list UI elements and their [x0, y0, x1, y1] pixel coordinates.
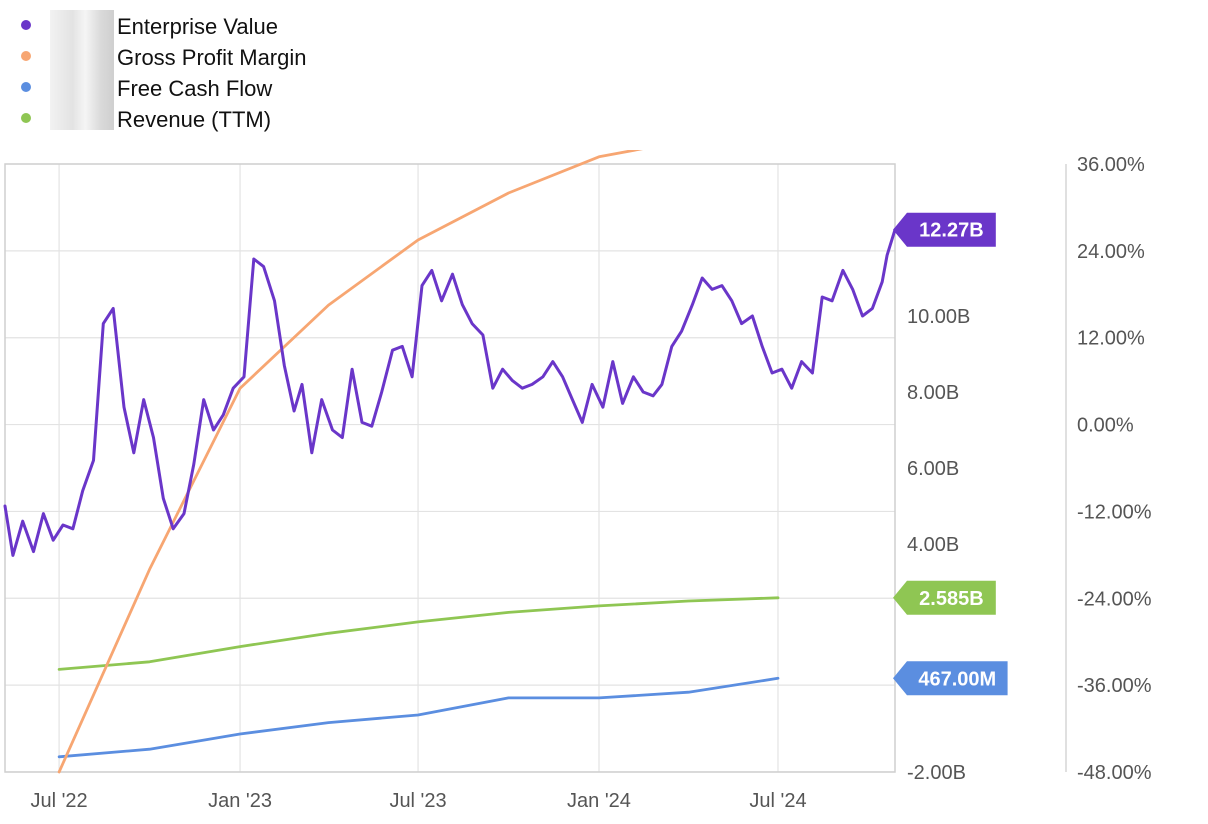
- y-right-tick-label: 36.00%: [1077, 154, 1145, 176]
- legend-label: Free Cash Flow: [117, 76, 273, 101]
- y-left-tick-label: 6.00B: [907, 458, 959, 480]
- x-axis: Jul '22 Jan '23 Jul '23 Jan '24 Jul '24: [30, 790, 806, 812]
- y-right-tick-label: 12.00%: [1077, 328, 1145, 350]
- legend-item-gross-profit-margin[interactable]: Gross Profit Margin: [0, 41, 420, 71]
- enterprise-value-dot-icon: [21, 20, 31, 30]
- plot-frame: [4, 163, 896, 773]
- legend-label: Gross Profit Margin: [117, 45, 307, 70]
- left-axis: -2.00B 4.00B 6.00B 8.00B 10.00B: [907, 306, 970, 784]
- end-label-free-cash-flow: 467.00M: [893, 661, 1008, 696]
- legend-item-enterprise-value[interactable]: Enterprise Value: [0, 10, 420, 40]
- y-left-tick-label: 4.00B: [907, 534, 959, 556]
- y-left-tick-label: 10.00B: [907, 306, 970, 328]
- x-tick-label: Jul '22: [30, 790, 87, 812]
- revenue-ttm-dot-icon: [21, 113, 31, 123]
- legend-label: Revenue (TTM): [117, 107, 272, 132]
- legend-item-revenue-ttm[interactable]: Revenue (TTM): [0, 103, 420, 133]
- x-tick-label: Jul '24: [749, 790, 806, 812]
- x-tick-label: Jul '23: [389, 790, 446, 812]
- x-tick-label: Jan '24: [567, 790, 631, 812]
- y-right-tick-label: -24.00%: [1077, 588, 1152, 610]
- y-right-tick-label: -48.00%: [1077, 762, 1152, 784]
- end-label-text: 467.00M: [918, 668, 996, 690]
- end-label-revenue-ttm: 2.585B: [893, 580, 996, 615]
- x-tick-label: Jan '23: [208, 790, 272, 812]
- line-chart: -2.00B 4.00B 6.00B 8.00B 10.00B -48.00% -36.0…: [3, 150, 1152, 812]
- series-line-revenue-ttm: [57, 596, 780, 671]
- right-axis: -48.00% -36.00% -24.00% -12.00% 0.00% 12.00% 2…: [1077, 154, 1152, 784]
- end-label-tag: [893, 580, 996, 615]
- legend-blurred-symbols: [50, 10, 114, 130]
- series-line-gross-profit-margin: [57, 150, 644, 774]
- legend-item-free-cash-flow[interactable]: Free Cash Flow: [0, 72, 420, 102]
- y-right-tick-label: -36.00%: [1077, 675, 1152, 697]
- legend: Enterprise Value Gross Profit Margin Fre…: [0, 0, 420, 140]
- series-layer: [3, 150, 897, 774]
- end-label-text: 2.585B: [919, 588, 984, 610]
- free-cash-flow-dot-icon: [21, 82, 31, 92]
- y-left-tick-label: 8.00B: [907, 382, 959, 404]
- legend-label: Enterprise Value: [117, 14, 279, 39]
- y-right-tick-label: 0.00%: [1077, 415, 1134, 437]
- end-label-text: 12.27B: [919, 220, 984, 242]
- series-line-free-cash-flow: [57, 676, 780, 759]
- end-label-enterprise-value: 12.27B: [893, 212, 996, 247]
- series-line-enterprise-value: [3, 228, 897, 557]
- y-right-tick-label: -12.00%: [1077, 501, 1152, 523]
- gross-profit-margin-dot-icon: [21, 51, 31, 61]
- end-label-tag: [893, 661, 1008, 696]
- y-left-tick-label: -2.00B: [907, 762, 966, 784]
- end-label-tag: [893, 212, 996, 247]
- y-right-tick-label: 24.00%: [1077, 241, 1145, 263]
